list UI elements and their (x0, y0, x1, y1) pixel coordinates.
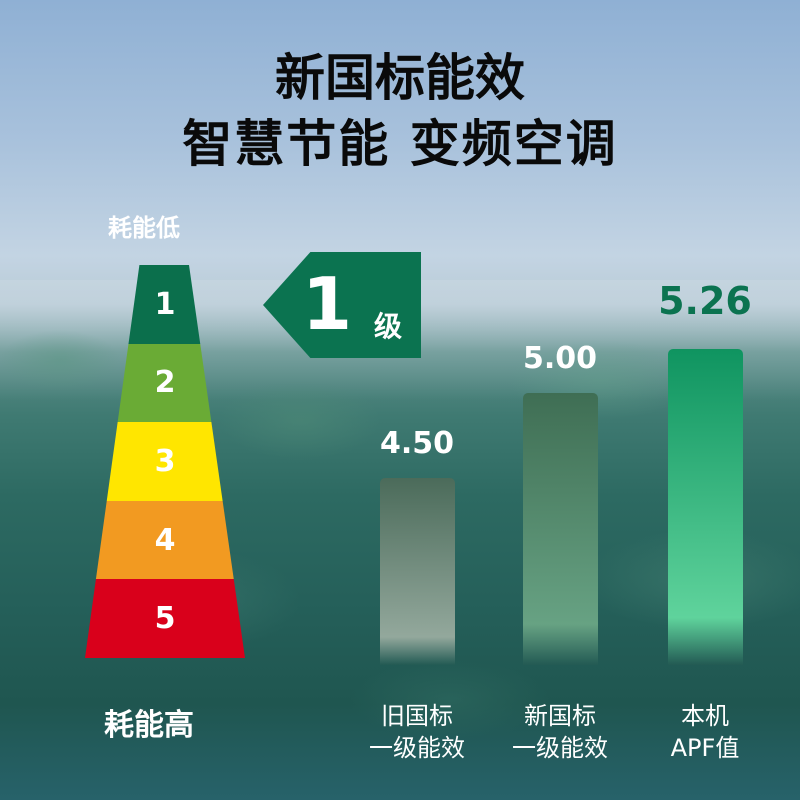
bar-2 (523, 393, 598, 665)
category-line: 一级能效 (369, 734, 465, 762)
low-consumption-label: 耗能低 (108, 214, 180, 242)
category-line: 本机 (681, 702, 729, 730)
grade-level-5: 5 (85, 579, 245, 658)
high-consumption-label: 耗能高 (104, 708, 194, 743)
bar-1 (380, 478, 455, 665)
subheadline: 智慧节能 变频空调 (182, 115, 618, 173)
grade-level-4: 4 (85, 500, 245, 580)
data-label-3: 5.26 (658, 278, 752, 323)
data-label-1: 4.50 (379, 426, 455, 461)
category-line: APF值 (670, 734, 740, 762)
category-label-1: 旧国标 一级能效 (337, 700, 497, 764)
grade-tag-unit: 级 (374, 310, 403, 343)
category-line: 旧国标 (381, 702, 453, 730)
bar-3 (668, 348, 743, 665)
category-label-3: 本机 APF值 (625, 700, 785, 764)
headline: 新国标能效 (275, 49, 525, 107)
category-line: 一级能效 (512, 734, 608, 762)
grade-tag-number: 1 (302, 262, 353, 346)
category-label-2: 新国标 一级能效 (480, 700, 640, 764)
data-label-2: 5.00 (522, 341, 598, 376)
category-line: 新国标 (524, 702, 596, 730)
